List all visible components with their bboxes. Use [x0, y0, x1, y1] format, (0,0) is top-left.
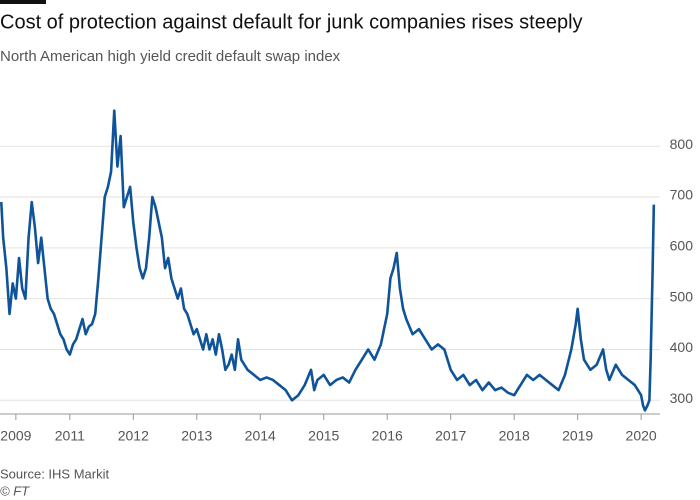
x-tick-label: 2015	[308, 428, 339, 444]
x-tick-label: 2014	[245, 428, 276, 444]
credit: © FT	[0, 483, 30, 498]
y-tick-label: 300	[670, 390, 694, 406]
x-tick-label: 2011	[55, 428, 85, 444]
source: Source: IHS Markit	[0, 466, 109, 481]
chart-subtitle: North American high yield credit default…	[0, 48, 341, 65]
x-tick-label: 2012	[118, 428, 149, 444]
x-tick-label: 2009	[0, 428, 31, 444]
y-tick-label: 800	[670, 136, 694, 152]
x-tick-label: 2019	[562, 428, 593, 444]
y-tick-label: 600	[670, 238, 694, 254]
x-tick-label: 2020	[626, 428, 657, 444]
y-tick-label: 400	[670, 339, 694, 355]
y-tick-label: 500	[670, 288, 694, 304]
x-tick-label: 2013	[181, 428, 212, 444]
x-tick-label: 2017	[435, 428, 466, 444]
y-tick-label: 700	[670, 187, 694, 203]
x-tick-label: 2016	[372, 428, 403, 444]
series-line	[0, 109, 656, 412]
x-tick-label: 2018	[499, 428, 530, 444]
brand-bar	[0, 0, 46, 4]
chart-title: Cost of protection against default for j…	[0, 11, 583, 33]
